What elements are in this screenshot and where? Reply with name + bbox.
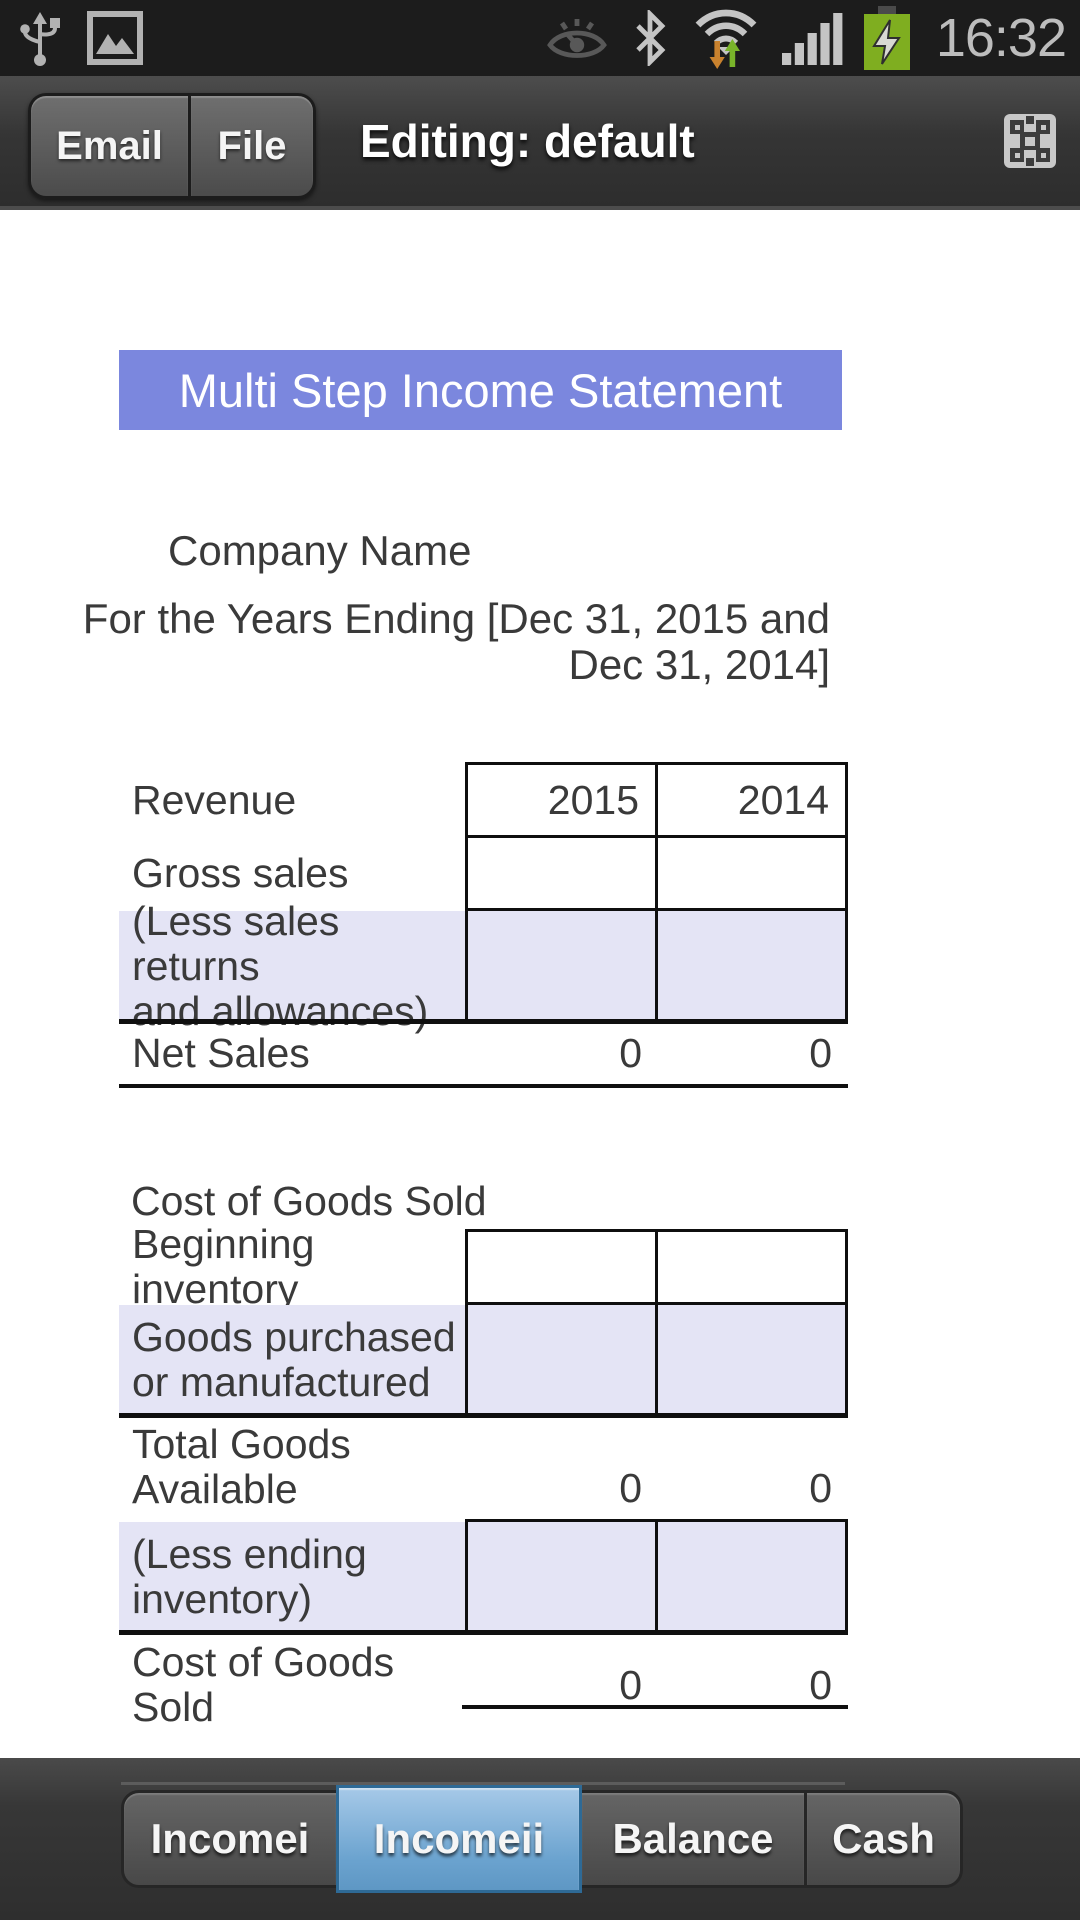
smart-stay-icon <box>546 19 607 58</box>
clock: 16:32 <box>935 8 1067 68</box>
less-ending-2015-cell[interactable] <box>468 1522 655 1632</box>
thumbnail-grid-icon[interactable] <box>1002 112 1058 170</box>
wifi-updown-icon <box>695 9 757 69</box>
beginning-inventory-2014-cell[interactable] <box>658 1232 845 1302</box>
cogs-total-2014-value: 0 <box>809 1661 832 1708</box>
period-line-1: For the Years Ending [Dec 31, 2015 and <box>82 595 830 642</box>
cogs-value-grid <box>465 1229 848 1418</box>
table-rule <box>119 1630 848 1635</box>
tab-incomei[interactable]: Incomei <box>121 1790 339 1888</box>
total-goods-available-label: Total Goods Available <box>119 1422 468 1512</box>
toolbar-button-group: Email File <box>28 93 316 199</box>
goods-purchased-2014-cell[interactable] <box>658 1305 845 1415</box>
net-sales-label: Net Sales <box>132 1029 310 1076</box>
total-goods-2014-value: 0 <box>809 1465 832 1511</box>
cogs-total-row[interactable]: Cost of Goods Sold 0 0 <box>119 1640 848 1730</box>
beginning-inventory-label[interactable]: Beginning inventory <box>132 1221 315 1312</box>
less-ending-2014-cell[interactable] <box>658 1522 845 1632</box>
period-line-2: Dec 31, 2014] <box>568 641 830 688</box>
less-ending-value-grid <box>465 1519 848 1635</box>
period-cell[interactable]: For the Years Ending [Dec 31, 2015 and D… <box>83 596 830 688</box>
status-bar: 16:32 <box>0 0 1080 76</box>
total-rule <box>462 1705 848 1709</box>
battery-charging-icon <box>863 6 910 70</box>
revenue-value-grid: 2015 2014 <box>465 762 848 1024</box>
cogs-total-2015-value: 0 <box>619 1661 642 1708</box>
gallery-icon <box>87 11 143 65</box>
editing-title: Editing: default <box>360 115 695 167</box>
table-rule <box>119 1019 848 1024</box>
year-header-cell[interactable]: 2014 <box>658 765 845 835</box>
toolbar: Email File Editing: default <box>0 76 1080 210</box>
email-button[interactable]: Email <box>28 93 188 199</box>
label-line: inventory) <box>132 1576 313 1622</box>
gross-sales-2014-cell[interactable] <box>658 838 845 908</box>
bluetooth-icon <box>636 10 666 66</box>
tab-balance[interactable]: Balance <box>579 1790 807 1888</box>
gross-sales-2015-cell[interactable] <box>468 838 655 908</box>
table-rule <box>119 1413 848 1418</box>
status-right-icons: 16:32 <box>544 6 1067 70</box>
status-left-icons <box>14 10 144 66</box>
less-sales-returns-2015-cell[interactable] <box>468 911 655 1021</box>
label-line: Goods purchased <box>132 1314 456 1360</box>
company-name-cell[interactable]: Company Name <box>168 527 472 574</box>
net-sales-row[interactable]: Net Sales 0 0 <box>119 1024 848 1082</box>
sheet-title-cell[interactable]: Multi Step Income Statement <box>119 350 842 430</box>
year-header-cell[interactable]: 2015 <box>468 765 655 835</box>
goods-purchased-2015-cell[interactable] <box>468 1305 655 1415</box>
less-sales-returns-label[interactable]: (Less sales returns and allowances) <box>119 898 465 1033</box>
file-button[interactable]: File <box>188 93 316 199</box>
gross-sales-label[interactable]: Gross sales <box>132 849 349 896</box>
sheet-tabs: Incomei Incomeii Balance Cash <box>121 1785 963 1893</box>
total-goods-available-row[interactable]: Total Goods Available 0 0 <box>119 1422 848 1514</box>
tab-cash[interactable]: Cash <box>804 1790 963 1888</box>
label-line: or manufactured <box>132 1359 431 1405</box>
total-rule <box>119 1084 848 1088</box>
total-goods-2015-value: 0 <box>619 1465 642 1511</box>
signal-icon <box>781 13 843 65</box>
goods-purchased-label[interactable]: Goods purchased or manufactured <box>119 1305 465 1415</box>
label-line: Available <box>132 1466 298 1512</box>
cogs-total-label: Cost of Goods Sold <box>132 1639 395 1730</box>
beginning-inventory-2015-cell[interactable] <box>468 1232 655 1302</box>
label-line: (Less ending <box>132 1531 367 1577</box>
revenue-section-label[interactable]: Revenue <box>132 776 297 823</box>
tab-bar-divider <box>121 1782 845 1785</box>
label-line: and allowances) <box>132 987 429 1034</box>
less-sales-returns-2014-cell[interactable] <box>658 911 845 1021</box>
sheet-tab-bar: Incomei Incomeii Balance Cash <box>0 1758 1080 1920</box>
tab-incomeii[interactable]: Incomeii <box>336 1785 582 1893</box>
label-line: Total Goods <box>132 1421 351 1467</box>
usb-icon <box>20 12 60 66</box>
label-line: (Less sales returns <box>132 897 340 989</box>
net-sales-2015-value: 0 <box>619 1029 642 1076</box>
net-sales-2014-value: 0 <box>809 1029 832 1076</box>
cogs-section-label[interactable]: Cost of Goods Sold <box>131 1178 487 1224</box>
less-ending-inventory-label[interactable]: (Less ending inventory) <box>119 1522 465 1632</box>
